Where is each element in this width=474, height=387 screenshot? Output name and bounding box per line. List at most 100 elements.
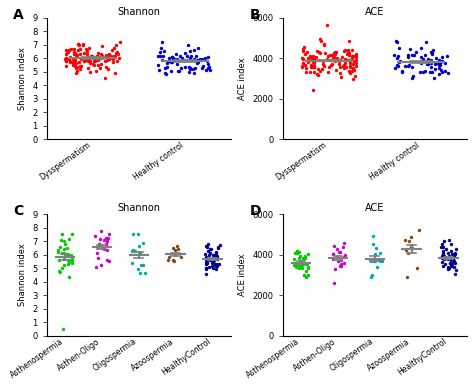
Point [440, 254, 448, 260]
Point [346, 38, 353, 44]
Point [85, 54, 92, 60]
Point [109, 59, 117, 65]
Point [192, 52, 200, 58]
Point [346, 63, 354, 69]
Point [296, 253, 304, 259]
Point [62, 55, 70, 61]
Point [441, 260, 449, 267]
Point [408, 245, 416, 251]
Point [83, 51, 91, 57]
Point [91, 55, 99, 62]
Point [70, 51, 77, 57]
Point [163, 64, 171, 70]
Point [68, 257, 76, 264]
Point [311, 55, 319, 62]
Point [340, 48, 348, 54]
Point [315, 72, 322, 78]
Point [65, 259, 73, 265]
Point [98, 55, 105, 62]
Point [427, 63, 435, 70]
Point [186, 66, 194, 72]
Point [438, 255, 446, 261]
Point [301, 44, 308, 50]
Point [167, 59, 174, 65]
Point [333, 56, 341, 62]
Point [182, 57, 190, 63]
Point [341, 55, 349, 62]
Point [202, 259, 210, 265]
Point [330, 50, 338, 57]
Point [137, 250, 144, 257]
Point [349, 61, 357, 67]
Title: Shannon: Shannon [117, 7, 160, 17]
Point [215, 260, 223, 267]
Point [69, 56, 76, 62]
Point [73, 68, 81, 74]
Point [422, 39, 430, 45]
Point [210, 257, 217, 263]
Point [207, 246, 215, 252]
Point [310, 59, 318, 65]
Point [447, 257, 455, 263]
Point [212, 263, 219, 269]
Point [310, 62, 318, 68]
Point [101, 75, 109, 81]
Point [169, 245, 177, 251]
Y-axis label: Shannon index: Shannon index [18, 243, 27, 306]
Point [410, 52, 418, 58]
Point [107, 53, 115, 59]
Point [201, 55, 209, 61]
Text: B: B [249, 8, 260, 22]
Point [135, 243, 142, 250]
Point [444, 265, 452, 272]
Point [337, 74, 345, 80]
Point [94, 50, 101, 56]
Point [342, 63, 350, 70]
Point [89, 54, 97, 60]
Point [116, 55, 123, 62]
Point [450, 264, 457, 270]
Point [452, 267, 460, 273]
Point [185, 69, 193, 75]
Point [352, 57, 360, 63]
Point [173, 57, 181, 63]
Point [346, 59, 354, 65]
Point [95, 241, 102, 247]
Point [331, 58, 338, 64]
Point [176, 53, 184, 59]
Point [407, 233, 414, 240]
Point [84, 57, 91, 63]
Point [94, 244, 101, 250]
Point [352, 54, 359, 60]
Point [54, 249, 62, 255]
Point [86, 60, 94, 66]
Point [213, 253, 221, 260]
Point [406, 46, 414, 52]
Point [390, 51, 397, 58]
Point [64, 251, 71, 257]
Point [327, 57, 335, 63]
Point [310, 58, 317, 65]
Point [304, 55, 312, 61]
Point [131, 248, 139, 255]
Point [330, 279, 337, 286]
Point [438, 244, 445, 250]
Point [438, 253, 446, 259]
Point [301, 62, 309, 68]
Point [450, 254, 458, 260]
Point [304, 272, 312, 279]
Point [320, 41, 328, 47]
Text: D: D [249, 204, 261, 218]
Point [308, 55, 315, 61]
Point [112, 50, 119, 56]
Point [72, 52, 79, 58]
Point [210, 260, 217, 266]
Point [339, 63, 347, 69]
Point [174, 68, 182, 74]
Point [96, 65, 104, 72]
Point [213, 261, 220, 267]
Point [187, 65, 194, 72]
Point [92, 68, 100, 74]
Point [329, 55, 337, 61]
Point [186, 55, 194, 61]
